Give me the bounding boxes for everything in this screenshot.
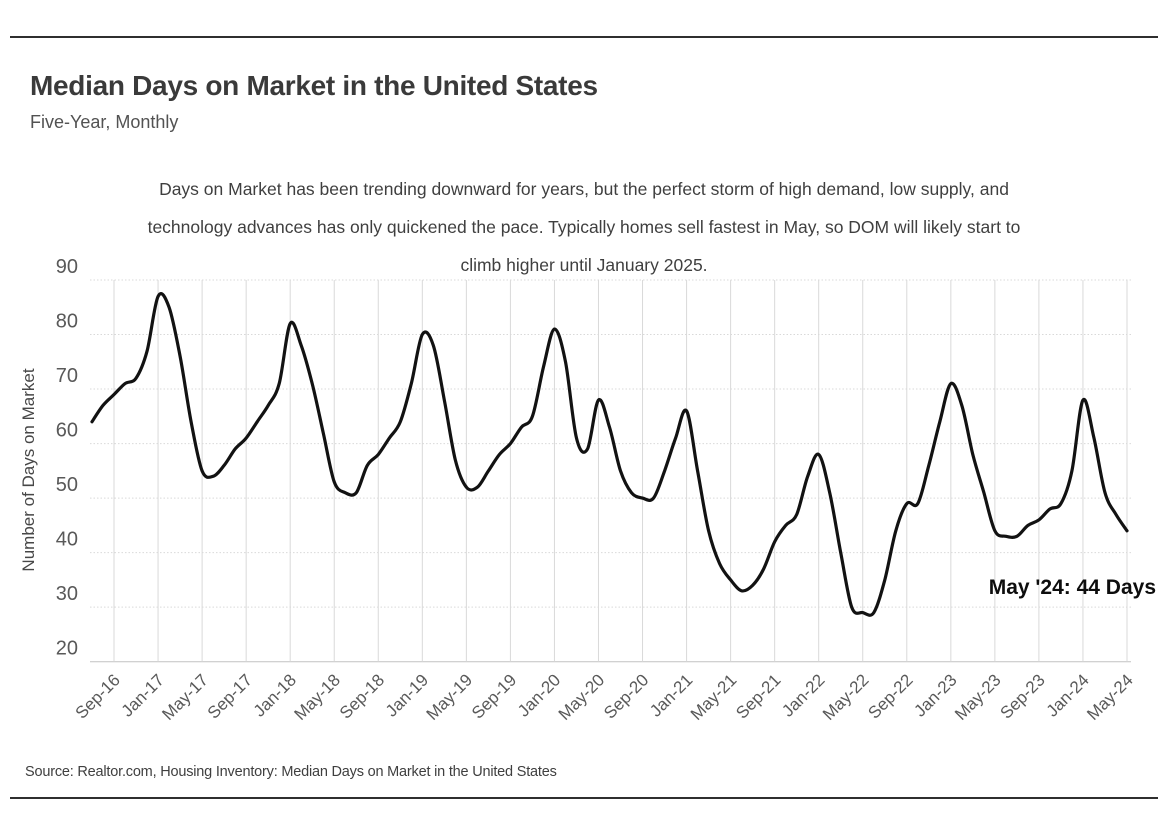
x-tick-label: May-22 <box>819 670 873 724</box>
data-series-line <box>90 292 1129 617</box>
description-line: climb higher until January 2025. <box>460 255 708 275</box>
x-tick-label: May-19 <box>423 670 477 724</box>
y-tick-label: 20 <box>56 638 78 660</box>
x-tick-label: May-21 <box>687 670 741 724</box>
page-title: Median Days on Market in the United Stat… <box>30 70 598 101</box>
x-tick-label: May-18 <box>291 670 345 724</box>
x-tick-label: May-23 <box>951 670 1005 724</box>
y-tick-label: 40 <box>56 529 78 551</box>
x-tick-label: Sep-20 <box>600 670 652 722</box>
chart-description: Days on Market has been trending downwar… <box>0 170 1168 284</box>
x-tick-label: Sep-21 <box>732 670 784 722</box>
x-tick-label: May-24 <box>1083 670 1137 724</box>
y-tick-label: 60 <box>56 420 78 442</box>
y-tick-label: 50 <box>56 474 78 496</box>
description-line: technology advances has only quickened t… <box>147 217 1021 237</box>
page-subtitle: Five-Year, Monthly <box>30 112 179 132</box>
x-tick-label: May-20 <box>555 670 609 724</box>
y-tick-label: 30 <box>56 583 78 605</box>
y-tick-label: 70 <box>56 365 78 387</box>
y-tick-label: 90 <box>56 256 78 278</box>
y-axis-title: Number of Days on Market <box>19 368 38 571</box>
x-tick-label: Sep-22 <box>864 670 916 722</box>
bottom-divider <box>10 797 1158 799</box>
x-tick-label: Sep-23 <box>997 670 1049 722</box>
x-tick-label: Sep-19 <box>468 670 520 722</box>
y-tick-label: 80 <box>56 311 78 333</box>
latest-value-callout: May '24: 44 Days <box>989 576 1156 599</box>
x-tick-label: Sep-18 <box>336 670 388 722</box>
x-tick-label: Sep-17 <box>204 670 256 722</box>
x-tick-label: Sep-16 <box>72 670 124 722</box>
description-line: Days on Market has been trending downwar… <box>159 179 1009 199</box>
top-divider <box>10 36 1158 38</box>
source-note: Source: Realtor.com, Housing Inventory: … <box>25 764 557 780</box>
x-tick-label: May-17 <box>158 670 212 724</box>
